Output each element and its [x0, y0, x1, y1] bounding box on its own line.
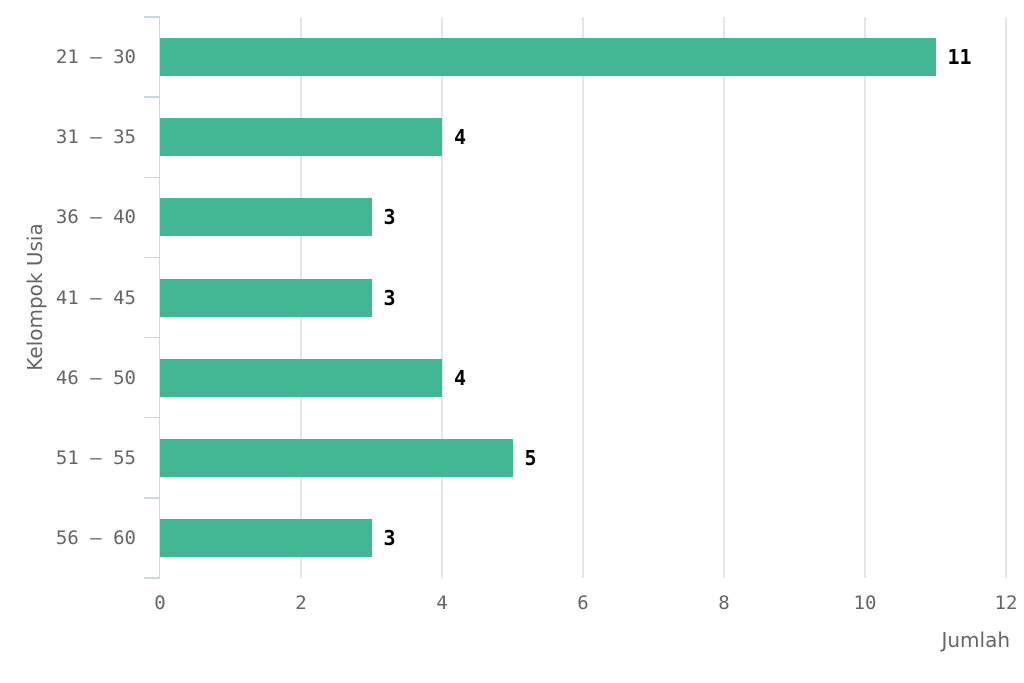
- bar-value-label: 5: [524, 445, 537, 470]
- bar[interactable]: [160, 198, 372, 237]
- x-tick-label: 8: [718, 592, 730, 614]
- bar-value-label: 3: [383, 525, 396, 550]
- x-gridline: [582, 17, 584, 578]
- category-axis-line: [158, 17, 160, 578]
- x-tick-label: 2: [295, 592, 307, 614]
- category-axis-tick: [144, 416, 160, 419]
- category-axis-tick: [144, 577, 160, 579]
- bar[interactable]: [160, 358, 442, 397]
- bar-value-label: 3: [383, 205, 396, 230]
- category-axis-tick: [144, 336, 160, 339]
- x-gridline: [864, 17, 866, 578]
- bar-value-label: 4: [454, 125, 467, 150]
- bar[interactable]: [160, 518, 372, 557]
- bar[interactable]: [160, 278, 372, 317]
- category-label: 46 – 50: [55, 366, 136, 389]
- x-axis-title: Jumlah: [941, 628, 1010, 652]
- x-tick-label: 10: [853, 592, 877, 614]
- bar-value-label: 11: [947, 45, 972, 70]
- category-axis-tick: [144, 256, 160, 259]
- category-label: 31 – 35: [55, 126, 136, 149]
- category-label: 41 – 45: [55, 286, 136, 309]
- bar-value-label: 4: [454, 365, 467, 390]
- category-axis-tick: [144, 497, 160, 499]
- category-label: 51 – 55: [55, 446, 136, 469]
- bar-value-label: 3: [383, 285, 396, 310]
- x-tick-label: 6: [577, 592, 589, 614]
- category-axis-tick: [144, 176, 160, 179]
- bar[interactable]: [160, 38, 936, 77]
- category-axis-tick: [144, 16, 160, 18]
- category-label: 56 – 60: [55, 526, 136, 549]
- x-gridline: [1005, 17, 1007, 578]
- category-label: 36 – 40: [55, 206, 136, 229]
- x-tick-label: 0: [154, 592, 166, 614]
- bar[interactable]: [160, 118, 442, 157]
- x-gridline: [723, 17, 725, 578]
- x-tick-label: 12: [994, 592, 1018, 614]
- category-axis-tick: [144, 96, 160, 98]
- x-tick-label: 4: [436, 592, 448, 614]
- bar[interactable]: [160, 438, 513, 477]
- x-gridline: [441, 17, 443, 578]
- category-label: 21 – 30: [55, 46, 136, 69]
